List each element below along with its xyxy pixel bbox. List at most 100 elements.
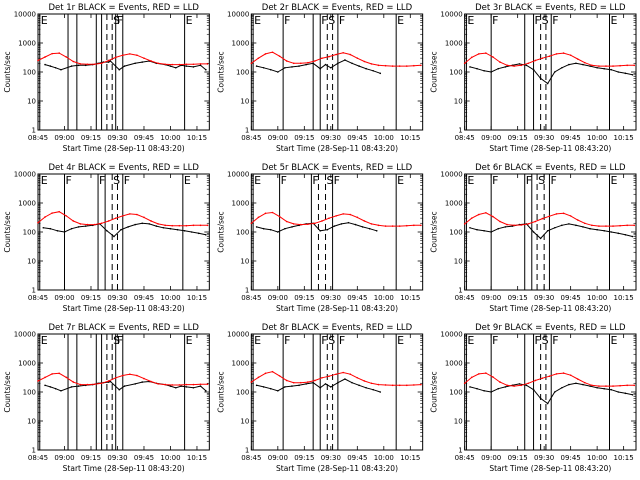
events-point (368, 227, 371, 230)
lld-point (93, 223, 96, 226)
x-axis-label: Start Time (28-Sep-11 08:43:20) (276, 144, 398, 153)
events-point (518, 383, 521, 385)
lld-point (583, 381, 586, 384)
events-point (532, 388, 535, 391)
events-point (483, 389, 485, 392)
lld-point (157, 383, 159, 385)
lld-point (107, 380, 110, 382)
x-tick-label: 10:00 (160, 454, 180, 462)
events-point (269, 228, 272, 231)
lld-point (398, 384, 401, 387)
x-tick-label: 10:00 (587, 294, 607, 302)
x-tick-label: 09:30 (534, 454, 554, 462)
x-tick-label: 10:00 (160, 294, 180, 302)
plot-frame (37, 333, 210, 451)
x-tick-label: 08:45 (241, 294, 261, 302)
lld-point (391, 65, 394, 67)
lld-point (44, 216, 46, 218)
y-tick-label: 100 (236, 389, 249, 397)
events-point (77, 385, 80, 387)
lld-point (192, 63, 195, 66)
y-tick-label: 10000 (14, 331, 36, 339)
x-axis-label: Start Time (28-Sep-11 08:43:20) (276, 304, 398, 313)
y-tick-label: 10 (454, 258, 463, 266)
lld-point (349, 373, 352, 376)
y-tick-label: 100 (23, 69, 36, 77)
lld-point (285, 220, 288, 223)
lld-point (121, 215, 124, 217)
events-point (255, 384, 258, 387)
lld-point (363, 60, 366, 63)
lld-point (192, 224, 195, 227)
lld-point (335, 373, 337, 376)
lld-point (51, 212, 53, 214)
event-marker-label: F (321, 334, 327, 347)
events-point (298, 384, 300, 387)
y-tick-label: 1000 (445, 360, 463, 368)
y-tick-label: 1000 (232, 40, 250, 48)
events-point (469, 226, 471, 229)
lld-point (485, 52, 487, 54)
panel-det-5: Det 5r BLACK = Events, RED = LLD 1 10 100 10… (216, 163, 424, 313)
event-marker-label: F (99, 174, 105, 187)
events-point (504, 226, 507, 228)
events-point (185, 386, 188, 388)
lld-point (257, 376, 260, 379)
lld-point (470, 217, 473, 219)
lld-point (413, 224, 415, 227)
events-point (169, 227, 172, 230)
events-point (333, 225, 336, 227)
event-marker-label: E (41, 174, 48, 187)
events-point (42, 226, 45, 229)
lld-point (206, 224, 209, 227)
x-tick-label: 09:00 (481, 294, 501, 302)
lld-point (136, 54, 138, 56)
y-tick-label: 10000 (440, 11, 462, 19)
lld-series-line (250, 211, 421, 227)
x-tick-label: 08:45 (28, 454, 48, 462)
events-point (469, 66, 471, 68)
events-series-line (469, 62, 633, 85)
lld-point (520, 384, 522, 387)
events-point (60, 389, 62, 392)
lld-point (619, 224, 621, 227)
x-tick-label: 09:45 (347, 454, 367, 462)
lld-point (136, 374, 138, 377)
events-point (596, 66, 598, 69)
lld-point (363, 380, 366, 382)
events-point (107, 61, 110, 63)
events-point (561, 224, 563, 227)
events-point (511, 225, 514, 227)
events-point (312, 381, 314, 384)
x-tick-label: 09:15 (294, 454, 314, 462)
panel-title: Det 5r BLACK = Events, RED = LLD (262, 163, 413, 173)
lld-point (356, 376, 359, 379)
events-point (358, 384, 360, 387)
lld-point (520, 224, 522, 226)
events-point (351, 381, 353, 384)
lld-point (555, 373, 558, 375)
y-tick-label: 1000 (445, 200, 463, 208)
x-tick-label: 09:15 (81, 294, 101, 302)
x-tick-label: 10:00 (587, 134, 607, 142)
events-point (70, 227, 73, 230)
lld-point (583, 61, 586, 64)
panel-title: Det 8r BLACK = Events, RED = LLD (262, 323, 413, 333)
lld-point (58, 372, 60, 375)
y-axis-label: Counts/sec (216, 371, 225, 412)
events-point (582, 226, 584, 228)
y-tick-label: 10000 (227, 11, 249, 19)
y-tick-label: 1 (32, 127, 36, 135)
events-point (553, 71, 556, 73)
lld-point (377, 224, 380, 227)
lld-point (185, 224, 188, 227)
lld-point (264, 53, 267, 55)
events-point (205, 389, 207, 392)
event-marker-label: F (535, 334, 541, 347)
lld-point (107, 220, 110, 222)
events-point (568, 223, 570, 225)
events-point (365, 67, 367, 70)
y-tick-label: 1000 (445, 40, 463, 48)
y-tick-label: 10000 (227, 331, 249, 339)
events-point (277, 231, 279, 233)
